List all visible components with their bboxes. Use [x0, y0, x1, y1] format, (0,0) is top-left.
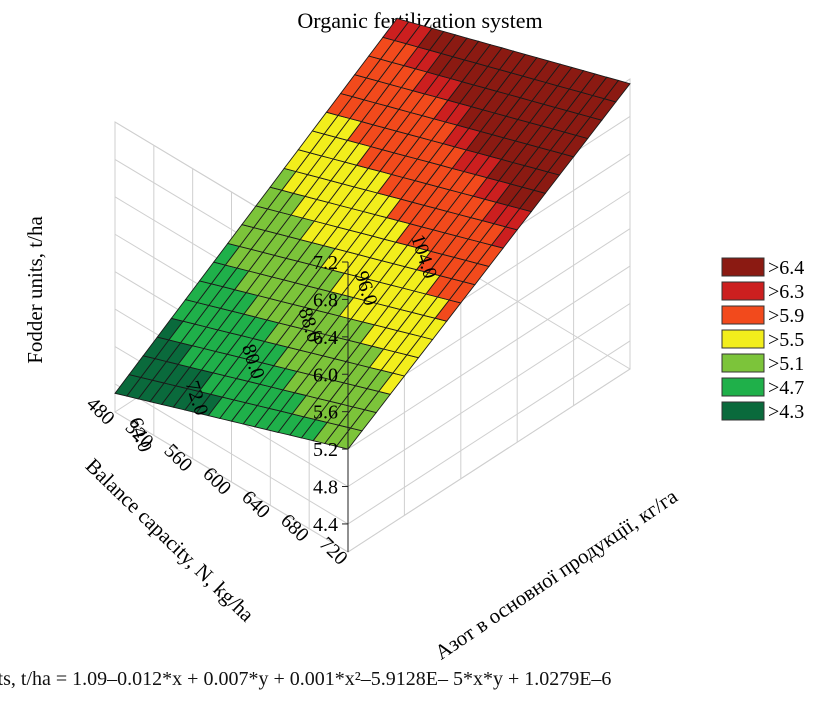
- z-tick-label: 6.0: [313, 364, 338, 386]
- legend-swatch: [721, 353, 765, 373]
- x-tick-label: 640: [237, 486, 274, 523]
- legend-swatch: [721, 401, 765, 421]
- legend-label: >6.4: [768, 257, 804, 279]
- x-tick-label: 600: [198, 463, 235, 500]
- legend-swatch: [721, 281, 765, 301]
- y-axis-label: Азот в основної продукції, кг/га: [430, 484, 682, 665]
- z-tick-label: 5.2: [313, 439, 338, 461]
- z-gridline-back: [347, 303, 631, 487]
- x-axis-label: Balance capacity, N, kg/ha: [81, 453, 259, 627]
- legend: >6.4>6.3>5.9>5.5>5.1>4.7>4.3: [721, 257, 804, 423]
- regression-formula: its, t/ha = 1.09–0.012*x + 0.007*y + 0.0…: [0, 668, 612, 690]
- surface-cell: [382, 17, 410, 42]
- legend-swatch: [721, 257, 765, 277]
- legend-label: >4.7: [768, 377, 804, 399]
- z-tick-label: 5.6: [313, 402, 338, 424]
- legend-swatch: [721, 305, 765, 325]
- z-tick-label: 4.4: [313, 514, 338, 536]
- surface-mesh: [114, 17, 631, 450]
- legend-swatch: [721, 377, 765, 397]
- z-gridline-back: [347, 340, 631, 525]
- y-tick-label: 64.0: [124, 415, 156, 455]
- z-tick-label: 6.4: [313, 327, 338, 349]
- legend-label: >4.3: [768, 401, 804, 423]
- z-tick-label: 4.8: [313, 477, 338, 499]
- legend-swatch: [721, 329, 765, 349]
- x-tick-label: 720: [315, 533, 352, 570]
- x-tick-label: 680: [276, 510, 313, 547]
- x-tick-label: 480: [82, 393, 119, 430]
- legend-label: >6.3: [768, 281, 804, 303]
- z-axis-label: Fodder units, t/ha: [23, 216, 47, 364]
- legend-label: >5.9: [768, 305, 804, 327]
- z-tick-label: 6.8: [313, 289, 338, 311]
- legend-label: >5.5: [768, 329, 804, 351]
- x-tick-label: 560: [160, 440, 197, 477]
- z-gridline-back: [347, 265, 631, 450]
- legend-label: >5.1: [768, 353, 804, 375]
- z-tick-label: 7.2: [313, 252, 338, 274]
